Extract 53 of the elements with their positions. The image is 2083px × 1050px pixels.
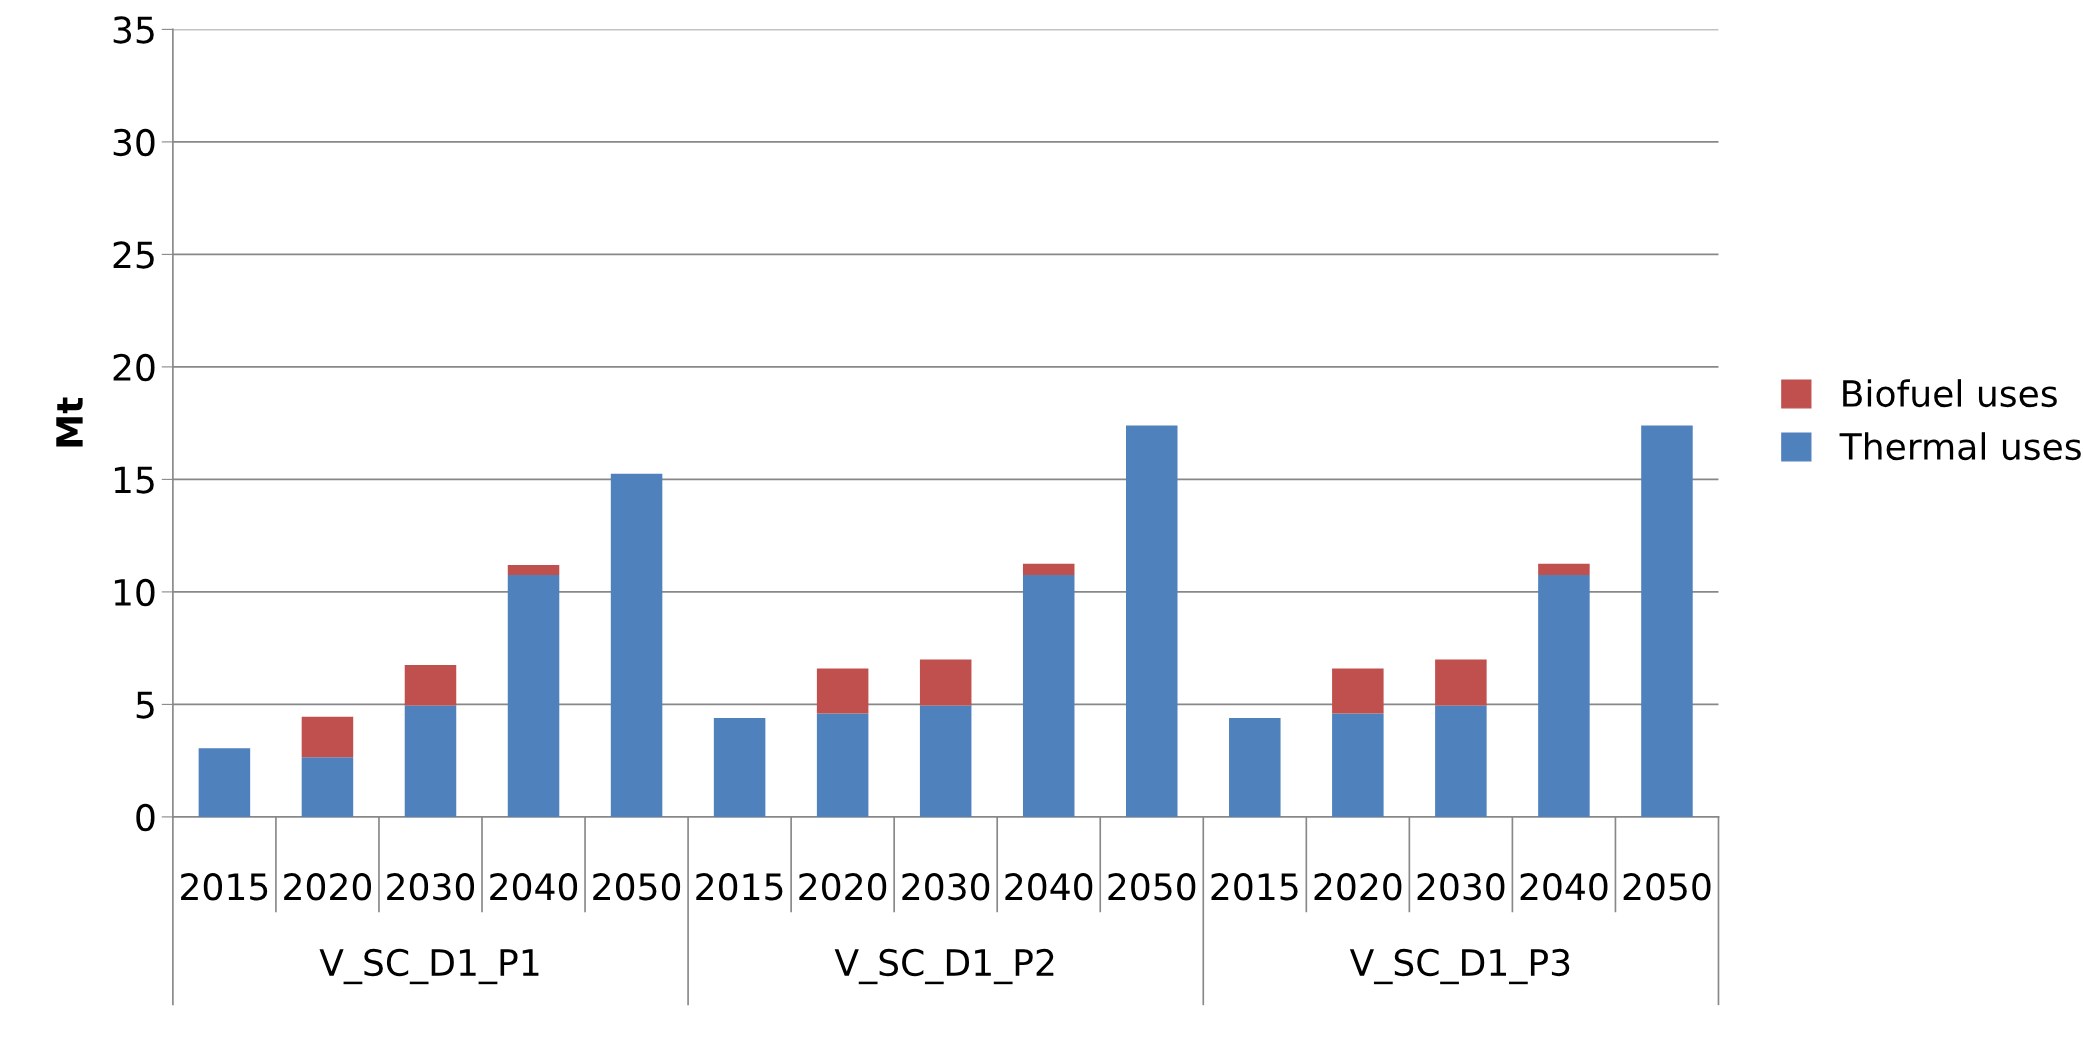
bar — [1435, 705, 1487, 817]
bar — [404, 705, 457, 817]
bar — [507, 575, 560, 817]
bar — [1022, 563, 1075, 576]
text: V_SC_D1_P1 — [319, 948, 539, 985]
text: V_SC_D1_P3 — [1349, 948, 1570, 985]
bar — [1332, 668, 1384, 714]
bar — [198, 748, 251, 817]
bar — [816, 713, 869, 817]
bar — [507, 564, 560, 576]
x-tick-label: 2015 — [696, 873, 783, 901]
x-tick-label: 2030 — [387, 873, 475, 901]
y-tick-label: 5 — [136, 691, 154, 719]
bar — [816, 668, 869, 714]
x-tick-label: 2040 — [1520, 873, 1608, 901]
y-tick-label: 10 — [114, 578, 155, 607]
y-tick-label: 30 — [113, 128, 155, 157]
x-tick-label: 2040 — [1005, 873, 1093, 901]
y-tick-label: 25 — [113, 241, 154, 269]
bar — [1332, 713, 1384, 817]
bar — [301, 757, 354, 817]
x-tick-label: 2050 — [1108, 873, 1196, 901]
x-tick-label: 2015 — [1211, 873, 1298, 901]
bar — [713, 717, 766, 817]
bar — [1022, 575, 1075, 817]
bar — [919, 659, 972, 706]
bar — [404, 665, 457, 706]
x-tick-label: 2030 — [1417, 873, 1505, 901]
x-tick-label: 2020 — [284, 873, 371, 901]
legend-label: Thermal uses — [1839, 432, 2081, 461]
bar — [1641, 425, 1693, 817]
bar — [1229, 717, 1281, 817]
y-axis-title: Mt — [56, 397, 83, 447]
bar — [301, 716, 354, 758]
y-tick-label: 15 — [114, 466, 154, 494]
bar — [610, 473, 663, 817]
x-tick-label: 2050 — [1623, 873, 1711, 901]
y-tick-label: 0 — [136, 803, 155, 832]
x-tick-label: 2030 — [902, 873, 990, 901]
bar — [919, 705, 972, 817]
bar — [1538, 575, 1590, 817]
bar — [1538, 563, 1590, 576]
x-tick-label: 2015 — [181, 873, 268, 901]
x-tick-label: 2020 — [799, 873, 887, 901]
y-tick-label: 20 — [113, 353, 155, 382]
y-tick-label: 35 — [113, 16, 154, 44]
text: V_SC_D1_P2 — [834, 948, 1054, 985]
bar — [1435, 659, 1487, 706]
x-tick-label: 2050 — [593, 873, 681, 901]
x-tick-label: 2020 — [1314, 873, 1402, 901]
legend-label: Biofuel uses — [1843, 379, 2057, 408]
x-tick-label: 2040 — [490, 873, 578, 901]
bar — [1126, 425, 1178, 817]
